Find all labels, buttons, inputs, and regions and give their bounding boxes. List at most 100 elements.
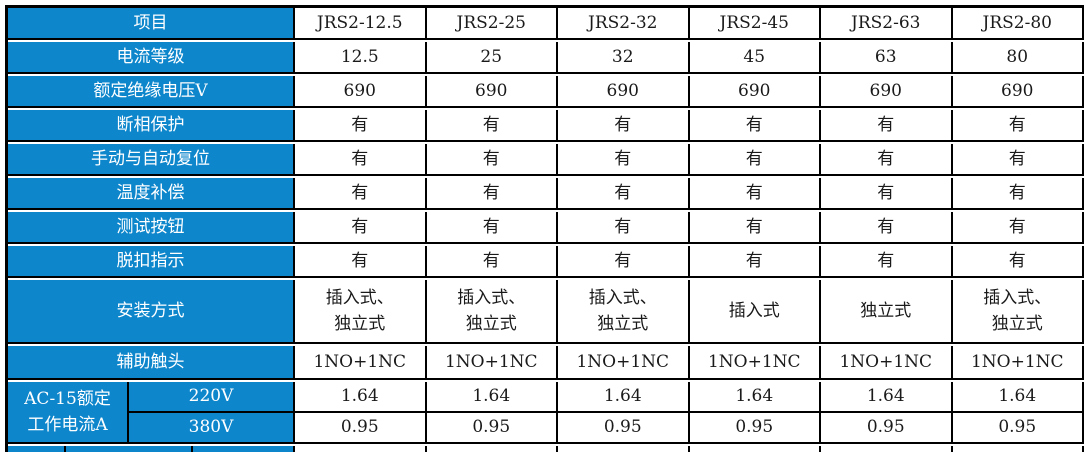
spec-cell: 有 <box>558 144 690 176</box>
row-label: 测试按钮 <box>8 212 295 244</box>
clipped-cell <box>821 446 953 452</box>
spec-table: 项目 JRS2-12.5 JRS2-25 JRS2-32 JRS2-45 JRS… <box>5 5 1084 452</box>
spec-cell: 1.64 <box>821 382 953 413</box>
spec-cell: 63 <box>821 42 953 74</box>
column-header: JRS2-63 <box>821 8 953 40</box>
spec-cell: 有 <box>558 178 690 210</box>
clipped-cell <box>558 446 690 452</box>
corner-label: 项目 <box>8 8 295 40</box>
spec-cell: 有 <box>295 144 427 176</box>
clipped-cell <box>295 446 427 452</box>
column-header: JRS2-80 <box>952 8 1084 40</box>
row-label: 脱扣指示 <box>8 246 295 278</box>
spec-cell: 有 <box>689 144 821 176</box>
row-label: 断相保护 <box>8 110 295 142</box>
table-row: 电流等级 12.5 25 32 45 63 80 <box>8 42 1084 74</box>
ac15-data-column: 1.64 0.95 <box>426 382 558 444</box>
spec-cell: 有 <box>952 110 1084 142</box>
table-header-row: 项目 JRS2-12.5 JRS2-25 JRS2-32 JRS2-45 JRS… <box>8 8 1084 40</box>
spec-cell: 1.64 <box>558 382 690 413</box>
row-label: 电流等级 <box>8 42 295 74</box>
spec-cell: 690 <box>952 76 1084 108</box>
clipped-cell <box>689 446 821 452</box>
spec-cell: 插入式、 独立式 <box>952 280 1084 344</box>
spec-cell: 有 <box>426 212 558 244</box>
spec-cell: 有 <box>426 110 558 142</box>
spec-cell: 25 <box>426 42 558 74</box>
row-label: 温度补偿 <box>8 178 295 210</box>
spec-cell: 有 <box>689 212 821 244</box>
spec-cell: 有 <box>821 110 953 142</box>
row-label: 手动与自动复位 <box>8 144 295 176</box>
spec-cell: 有 <box>295 246 427 278</box>
spec-cell: 有 <box>426 178 558 210</box>
spec-cell: 690 <box>295 76 427 108</box>
spec-cell: 独立式 <box>821 280 953 344</box>
clipped-cell <box>952 446 1084 452</box>
spec-cell: 80 <box>952 42 1084 74</box>
spec-cell: 1NO+1NC <box>952 346 1084 380</box>
row-label-ac15: AC-15额定 工作电流A <box>8 382 129 444</box>
spec-cell: 有 <box>558 110 690 142</box>
spec-cell: 有 <box>821 246 953 278</box>
spec-cell: 有 <box>952 178 1084 210</box>
spec-cell: 1NO+1NC <box>821 346 953 380</box>
ac15-data-column: 1.64 0.95 <box>558 382 690 444</box>
spec-cell: 插入式、 独立式 <box>558 280 690 344</box>
spec-cell: 插入式 <box>689 280 821 344</box>
spec-cell: 插入式、 独立式 <box>295 280 427 344</box>
spec-cell: 1NO+1NC <box>295 346 427 380</box>
spec-cell: 0.95 <box>689 413 821 444</box>
table-row: 断相保护 有 有 有 有 有 有 <box>8 110 1084 142</box>
spec-cell: 有 <box>952 144 1084 176</box>
spec-cell: 1NO+1NC <box>689 346 821 380</box>
ac15-data-column: 1.64 0.95 <box>689 382 821 444</box>
spec-cell: 有 <box>821 144 953 176</box>
spec-cell: 有 <box>295 110 427 142</box>
spec-cell: 32 <box>558 42 690 74</box>
spec-cell: 有 <box>689 110 821 142</box>
ac15-label-line2: 工作电流A <box>27 415 108 435</box>
spec-cell: 690 <box>821 76 953 108</box>
table-row: 手动与自动复位 有 有 有 有 有 有 <box>8 144 1084 176</box>
spec-cell: 有 <box>952 212 1084 244</box>
table-row: 额定绝缘电压V 690 690 690 690 690 690 <box>8 76 1084 108</box>
ac15-data-column: 1.64 0.95 <box>821 382 953 444</box>
column-header: JRS2-45 <box>689 8 821 40</box>
table-row: 辅助触头 1NO+1NC 1NO+1NC 1NO+1NC 1NO+1NC 1NO… <box>8 346 1084 380</box>
table-row: 测试按钮 有 有 有 有 有 有 <box>8 212 1084 244</box>
spec-cell: 插入式、 独立式 <box>426 280 558 344</box>
spec-cell: 45 <box>689 42 821 74</box>
voltage-subcolumn: 220V 380V <box>129 382 295 444</box>
spec-cell: 690 <box>558 76 690 108</box>
spec-cell: 有 <box>426 246 558 278</box>
table-row-group-ac15: AC-15额定 工作电流A 220V 380V 1.64 0.95 1.64 0… <box>8 382 1084 444</box>
clipped-cell <box>8 446 66 452</box>
clipped-cell <box>426 446 558 452</box>
spec-cell: 有 <box>558 246 690 278</box>
voltage-label: 220V <box>129 382 295 413</box>
clipped-cell <box>66 446 193 452</box>
spec-cell: 有 <box>295 212 427 244</box>
spec-cell: 690 <box>426 76 558 108</box>
spec-cell: 有 <box>558 212 690 244</box>
spec-cell: 有 <box>821 178 953 210</box>
spec-cell: 1NO+1NC <box>426 346 558 380</box>
row-label: 安装方式 <box>8 280 295 344</box>
spec-cell: 有 <box>295 178 427 210</box>
spec-cell: 1NO+1NC <box>558 346 690 380</box>
clipped-next-row <box>8 446 1084 452</box>
spec-cell: 1.64 <box>426 382 558 413</box>
column-header: JRS2-25 <box>426 8 558 40</box>
spec-cell: 有 <box>952 246 1084 278</box>
voltage-label: 380V <box>129 413 295 444</box>
clipped-cell <box>193 446 295 452</box>
table-row: 脱扣指示 有 有 有 有 有 有 <box>8 246 1084 278</box>
row-label: 额定绝缘电压V <box>8 76 295 108</box>
spec-cell: 有 <box>821 212 953 244</box>
spec-cell: 690 <box>689 76 821 108</box>
ac15-data-column: 1.64 0.95 <box>952 382 1084 444</box>
ac15-label-line1: AC-15额定 <box>24 388 111 409</box>
spec-cell: 有 <box>426 144 558 176</box>
spec-cell: 1.64 <box>689 382 821 413</box>
